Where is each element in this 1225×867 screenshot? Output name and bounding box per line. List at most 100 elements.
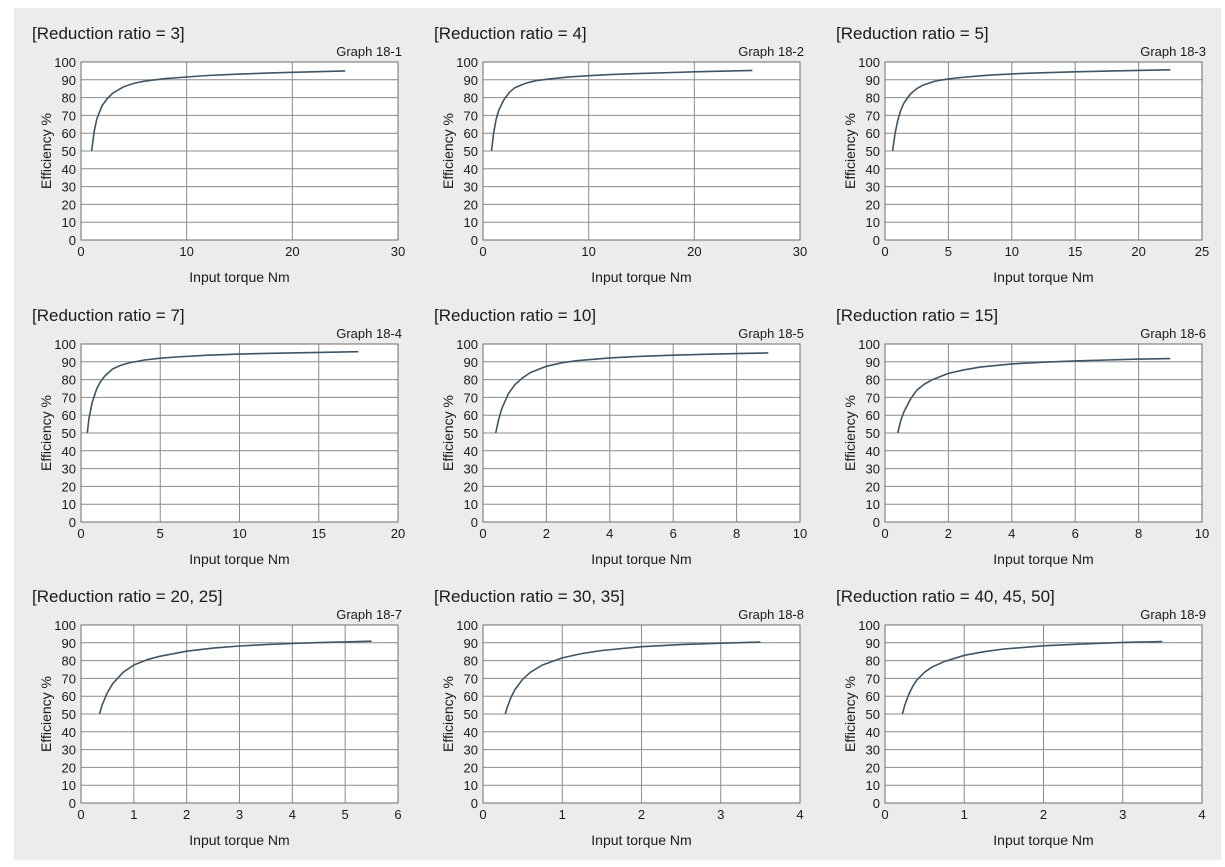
x-tick-label: 15	[312, 526, 326, 541]
efficiency-curve	[86, 350, 359, 434]
x-tick-label: 0	[77, 526, 84, 541]
y-tick-label: 50	[62, 707, 76, 722]
y-tick-label: 30	[464, 743, 478, 758]
y-tick-label: 10	[866, 778, 880, 793]
y-tick-label: 100	[456, 55, 478, 70]
x-tick-label: 5	[157, 526, 164, 541]
efficiency-curve	[504, 641, 761, 715]
y-tick-label: 20	[62, 760, 76, 775]
x-tick-label: 10	[793, 526, 807, 541]
y-tick-label: 40	[62, 725, 76, 740]
y-tick-label: 40	[866, 162, 880, 177]
chart-6: [Reduction ratio = 15] Graph 18-6 0 10 20 30 4…	[818, 290, 1218, 567]
y-tick-label: 60	[62, 126, 76, 141]
x-tick-label: 2	[183, 807, 190, 822]
y-tick-label: 0	[873, 233, 880, 248]
y-tick-label: 100	[54, 618, 76, 633]
x-tick-label: 4	[796, 807, 803, 822]
graph-number-label: Graph 18-5	[738, 326, 804, 341]
y-tick-label: 40	[866, 444, 880, 459]
y-tick-label: 50	[62, 144, 76, 159]
chart-title: [Reduction ratio = 20, 25]	[32, 587, 223, 606]
x-axis-label: Input torque Nm	[189, 269, 289, 285]
y-tick-label: 80	[866, 373, 880, 388]
y-tick-label: 0	[873, 515, 880, 530]
y-tick-label: 100	[456, 618, 478, 633]
y-tick-label: 40	[464, 725, 478, 740]
graph-number-label: Graph 18-9	[1140, 607, 1206, 622]
y-axis-label: Efficiency %	[38, 676, 54, 752]
plot-frame	[482, 624, 801, 804]
x-tick-label: 8	[1135, 526, 1142, 541]
y-tick-label: 20	[866, 197, 880, 212]
y-tick-label: 30	[866, 180, 880, 195]
graph-number-label: Graph 18-3	[1140, 44, 1206, 59]
y-tick-label: 60	[62, 689, 76, 704]
y-tick-label: 80	[62, 654, 76, 669]
chart-title: [Reduction ratio = 3]	[32, 24, 185, 43]
y-tick-label: 80	[866, 91, 880, 106]
chart-title: [Reduction ratio = 5]	[836, 24, 989, 43]
efficiency-curve	[90, 70, 346, 152]
y-tick-label: 40	[62, 162, 76, 177]
x-tick-label: 3	[1119, 807, 1126, 822]
chart-title: [Reduction ratio = 7]	[32, 306, 185, 325]
y-tick-label: 30	[866, 462, 880, 477]
y-tick-label: 50	[464, 144, 478, 159]
y-tick-label: 60	[464, 689, 478, 704]
x-tick-label: 0	[881, 807, 888, 822]
y-tick-label: 50	[464, 707, 478, 722]
y-tick-label: 70	[62, 671, 76, 686]
x-tick-label: 10	[581, 244, 595, 259]
x-tick-label: 8	[733, 526, 740, 541]
y-tick-label: 20	[866, 760, 880, 775]
y-axis-label: Efficiency %	[440, 113, 456, 189]
x-axis-label: Input torque Nm	[189, 832, 289, 848]
plot-frame	[80, 61, 399, 241]
x-tick-label: 10	[232, 526, 246, 541]
x-tick-label: 2	[1040, 807, 1047, 822]
plot-frame	[482, 61, 801, 241]
graph-panel: [Reduction ratio = 3] Graph 18-1 0 10 20 30 40…	[14, 8, 1221, 860]
chart-5: [Reduction ratio = 10] Graph 18-5 0 10 20 30 4…	[416, 290, 816, 567]
chart-title: [Reduction ratio = 30, 35]	[434, 587, 625, 606]
chart-title: [Reduction ratio = 15]	[836, 306, 999, 325]
y-tick-label: 60	[464, 126, 478, 141]
y-tick-label: 10	[464, 778, 478, 793]
y-tick-label: 90	[62, 355, 76, 370]
y-tick-label: 60	[866, 408, 880, 423]
x-tick-label: 4	[289, 807, 296, 822]
y-tick-label: 30	[62, 462, 76, 477]
efficiency-curve	[494, 352, 769, 434]
y-tick-label: 60	[464, 408, 478, 423]
x-tick-label: 5	[342, 807, 349, 822]
y-tick-label: 70	[866, 108, 880, 123]
x-tick-label: 0	[479, 526, 486, 541]
y-tick-label: 30	[464, 180, 478, 195]
y-tick-label: 70	[464, 108, 478, 123]
x-tick-label: 2	[945, 526, 952, 541]
y-axis-label: Efficiency %	[842, 113, 858, 189]
y-tick-label: 30	[866, 743, 880, 758]
graph-number-label: Graph 18-6	[1140, 326, 1206, 341]
x-tick-label: 6	[1072, 526, 1079, 541]
y-tick-label: 40	[464, 444, 478, 459]
x-tick-label: 10	[179, 244, 193, 259]
y-tick-label: 30	[62, 743, 76, 758]
plot-frame	[482, 343, 801, 523]
x-tick-label: 20	[1131, 244, 1145, 259]
y-tick-label: 20	[866, 479, 880, 494]
x-tick-label: 0	[77, 244, 84, 259]
y-tick-label: 0	[471, 515, 478, 530]
x-tick-label: 0	[881, 526, 888, 541]
y-tick-label: 100	[858, 55, 880, 70]
chart-7: [Reduction ratio = 20, 25] Graph 18-7 0 10 2…	[14, 571, 414, 848]
x-tick-label: 3	[717, 807, 724, 822]
x-tick-label: 25	[1195, 244, 1209, 259]
x-tick-label: 20	[285, 244, 299, 259]
x-tick-label: 1	[130, 807, 137, 822]
y-tick-label: 20	[464, 197, 478, 212]
y-tick-label: 0	[873, 796, 880, 811]
